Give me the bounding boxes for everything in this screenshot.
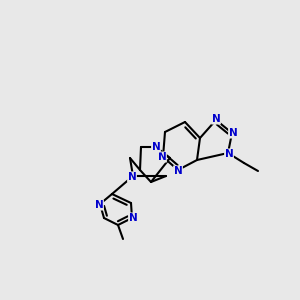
Text: N: N	[212, 114, 220, 124]
Text: N: N	[128, 172, 136, 182]
Text: N: N	[158, 152, 166, 162]
Text: N: N	[225, 149, 233, 159]
Text: N: N	[94, 200, 103, 210]
Text: N: N	[174, 166, 182, 176]
Text: N: N	[129, 213, 137, 223]
Text: N: N	[229, 128, 237, 138]
Text: N: N	[152, 142, 160, 152]
